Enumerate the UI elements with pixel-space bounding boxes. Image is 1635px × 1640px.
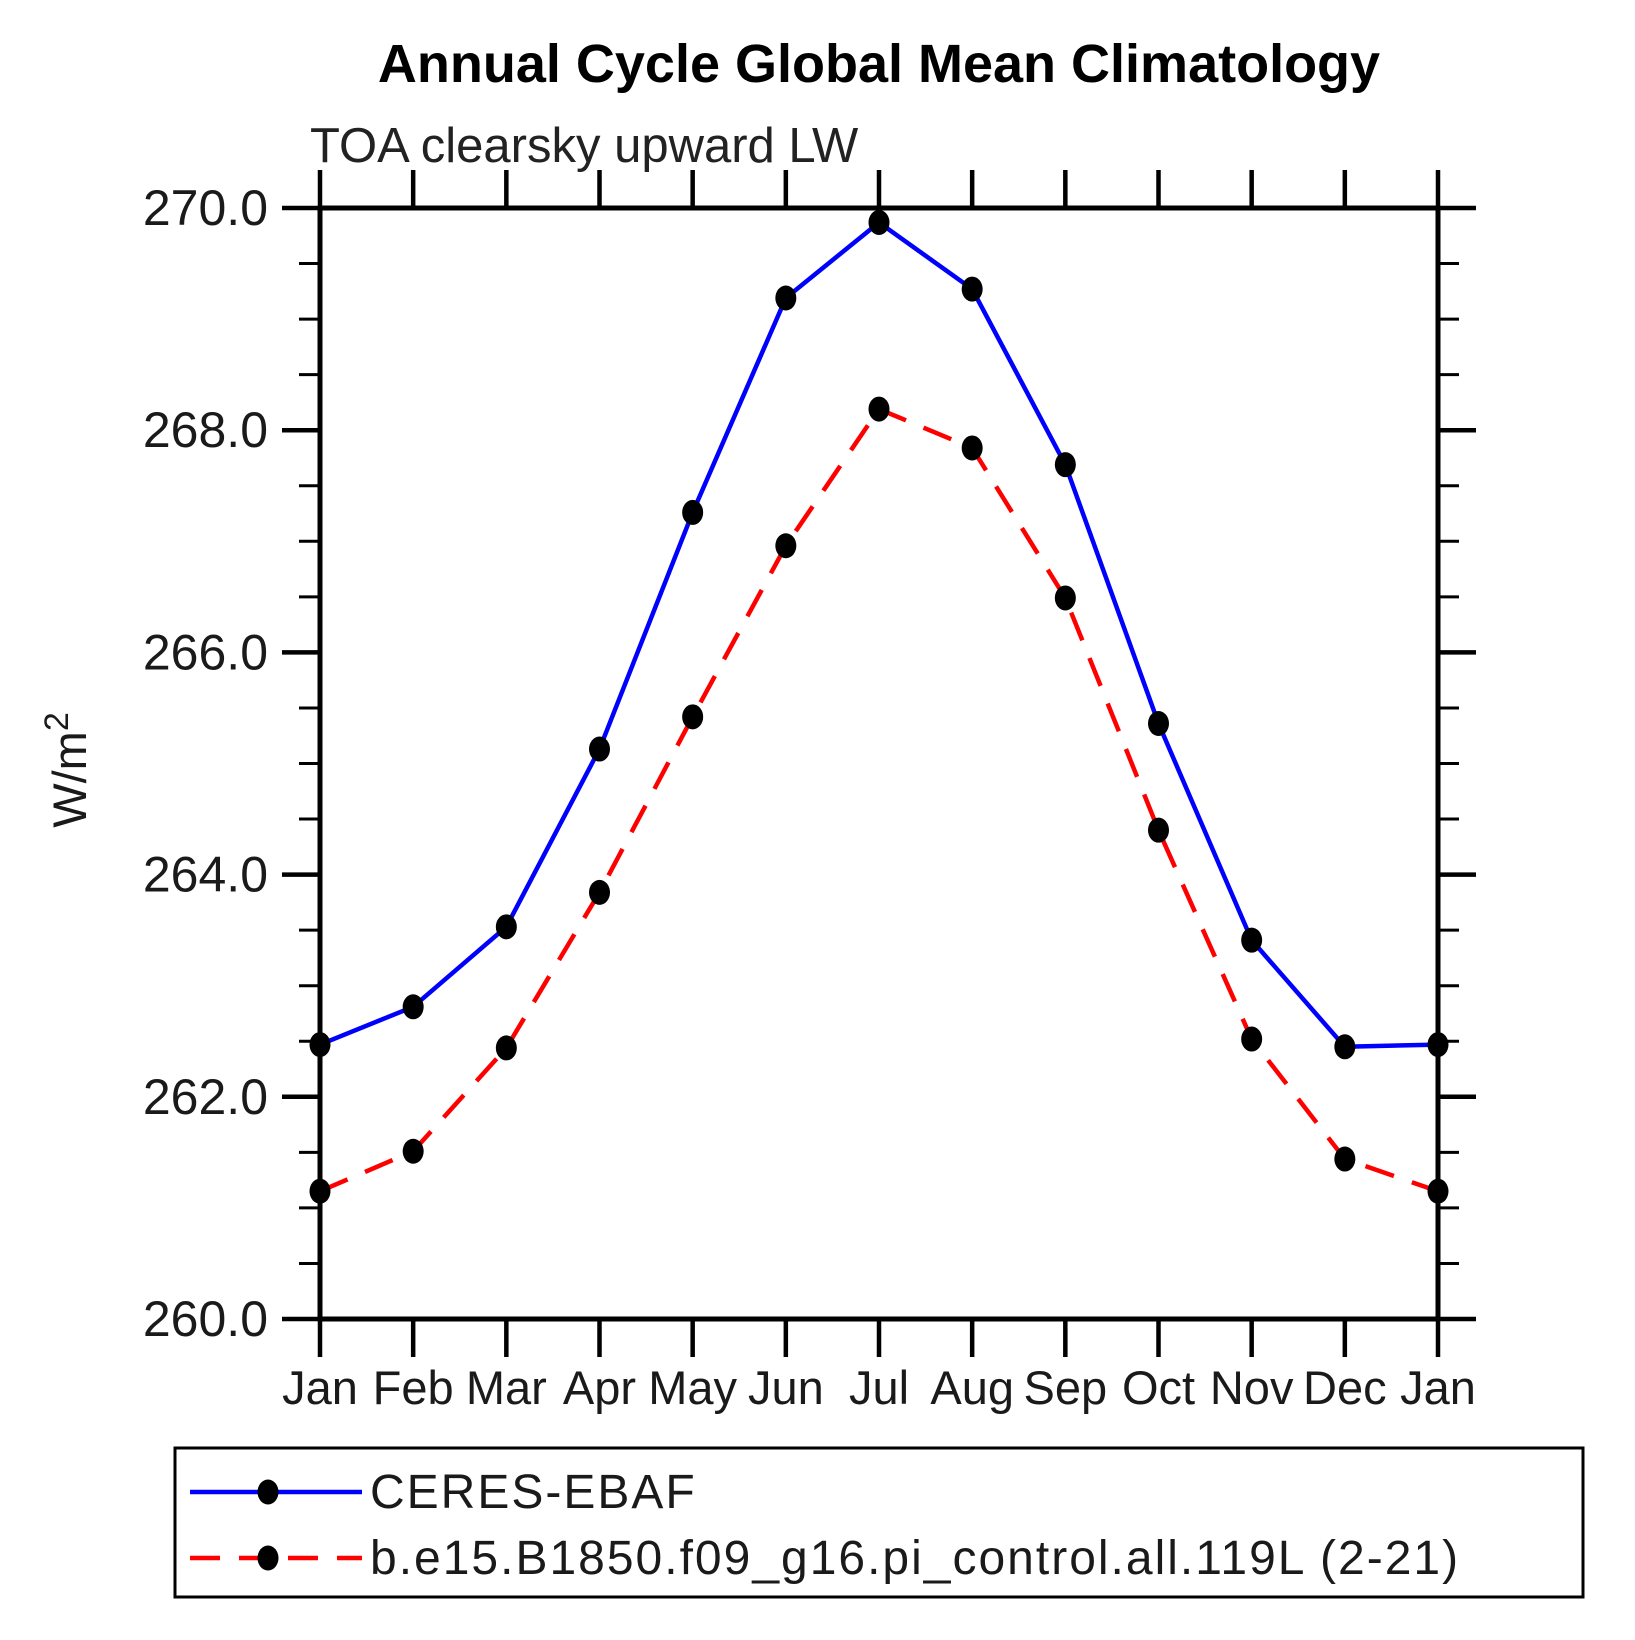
legend: CERES-EBAF b.e15.B1850.f09_g16.pi_contro… <box>173 1446 1585 1599</box>
x-tick-label: Mar <box>466 1361 547 1414</box>
data-point-marker <box>1241 927 1263 953</box>
legend-row-model: b.e15.B1850.f09_g16.pi_control.all.119L … <box>190 1532 1460 1585</box>
x-tick-label: May <box>648 1361 737 1414</box>
data-point-marker <box>1148 711 1169 737</box>
y-axis-label-main: W/m <box>43 731 96 828</box>
ceres-ebaf-line <box>319 220 1439 1050</box>
legend-marker-dot <box>257 1545 279 1571</box>
data-point-marker <box>402 994 424 1020</box>
x-tick-label: Oct <box>1122 1361 1195 1414</box>
data-point-marker <box>1054 452 1076 478</box>
plot-area: Jan Feb Mar Apr May Jun Jul Aug Sep Oct Nov Dec Jan2… <box>143 170 1476 1414</box>
x-tick-label: Jul <box>849 1361 909 1414</box>
data-point-marker <box>1334 1146 1356 1172</box>
y-tick-label: 264.0 <box>143 847 268 903</box>
axis-box <box>317 205 1441 1322</box>
model-line <box>319 406 1439 1194</box>
legend-label-ceres: CERES-EBAF <box>370 1466 697 1519</box>
x-tick-label: Dec <box>1303 1361 1387 1414</box>
legend-label-model: b.e15.B1850.f09_g16.pi_control.all.119L … <box>370 1532 1460 1585</box>
data-point-marker <box>1241 1026 1263 1052</box>
x-tick-label: Nov <box>1210 1361 1294 1414</box>
data-point-marker <box>961 276 983 302</box>
data-point-marker <box>1334 1034 1356 1060</box>
x-tick-label: Jan <box>282 1361 358 1414</box>
x-tick-label: Feb <box>373 1361 454 1414</box>
y-tick-label: 260.0 <box>143 1291 268 1347</box>
data-point-marker <box>495 1035 517 1061</box>
data-point-marker <box>775 533 797 559</box>
x-tick-label: Jun <box>748 1361 824 1414</box>
x-tick-label: Aug <box>930 1361 1014 1414</box>
x-tick-label: Sep <box>1024 1361 1108 1414</box>
y-tick-label: 266.0 <box>143 624 268 680</box>
y-axis-label: W/m2 <box>38 712 96 828</box>
legend-box <box>173 1446 1585 1599</box>
data-point-marker <box>1148 817 1169 843</box>
chart-title: Annual Cycle Global Mean Climatology <box>378 34 1380 94</box>
legend-marker-dot <box>257 1479 279 1505</box>
data-point-marker <box>1054 585 1076 611</box>
x-tick-label: Apr <box>563 1361 636 1414</box>
y-axis-label-superscript: 2 <box>38 712 76 731</box>
data-point-marker <box>868 396 890 422</box>
data-point-marker <box>775 285 797 311</box>
data-point-marker <box>589 736 610 762</box>
x-tick-label: Jan <box>1400 1361 1476 1414</box>
data-point-marker <box>309 1178 331 1204</box>
data-point-marker <box>868 209 890 235</box>
data-point-marker <box>682 704 704 730</box>
y-tick-label: 270.0 <box>143 180 268 236</box>
chart-subtitle: TOA clearsky upward LW <box>310 119 859 173</box>
data-point-marker <box>1427 1178 1449 1204</box>
legend-row-ceres: CERES-EBAF <box>190 1466 697 1519</box>
data-point-marker <box>589 879 610 905</box>
y-tick-label: 268.0 <box>143 402 268 458</box>
data-point-marker <box>1427 1032 1449 1058</box>
data-point-marker <box>402 1138 424 1164</box>
data-point-marker <box>309 1032 331 1058</box>
data-point-marker <box>961 435 983 461</box>
data-point-marker <box>682 499 704 525</box>
y-tick-label: 262.0 <box>143 1069 268 1125</box>
data-point-marker <box>495 914 517 940</box>
